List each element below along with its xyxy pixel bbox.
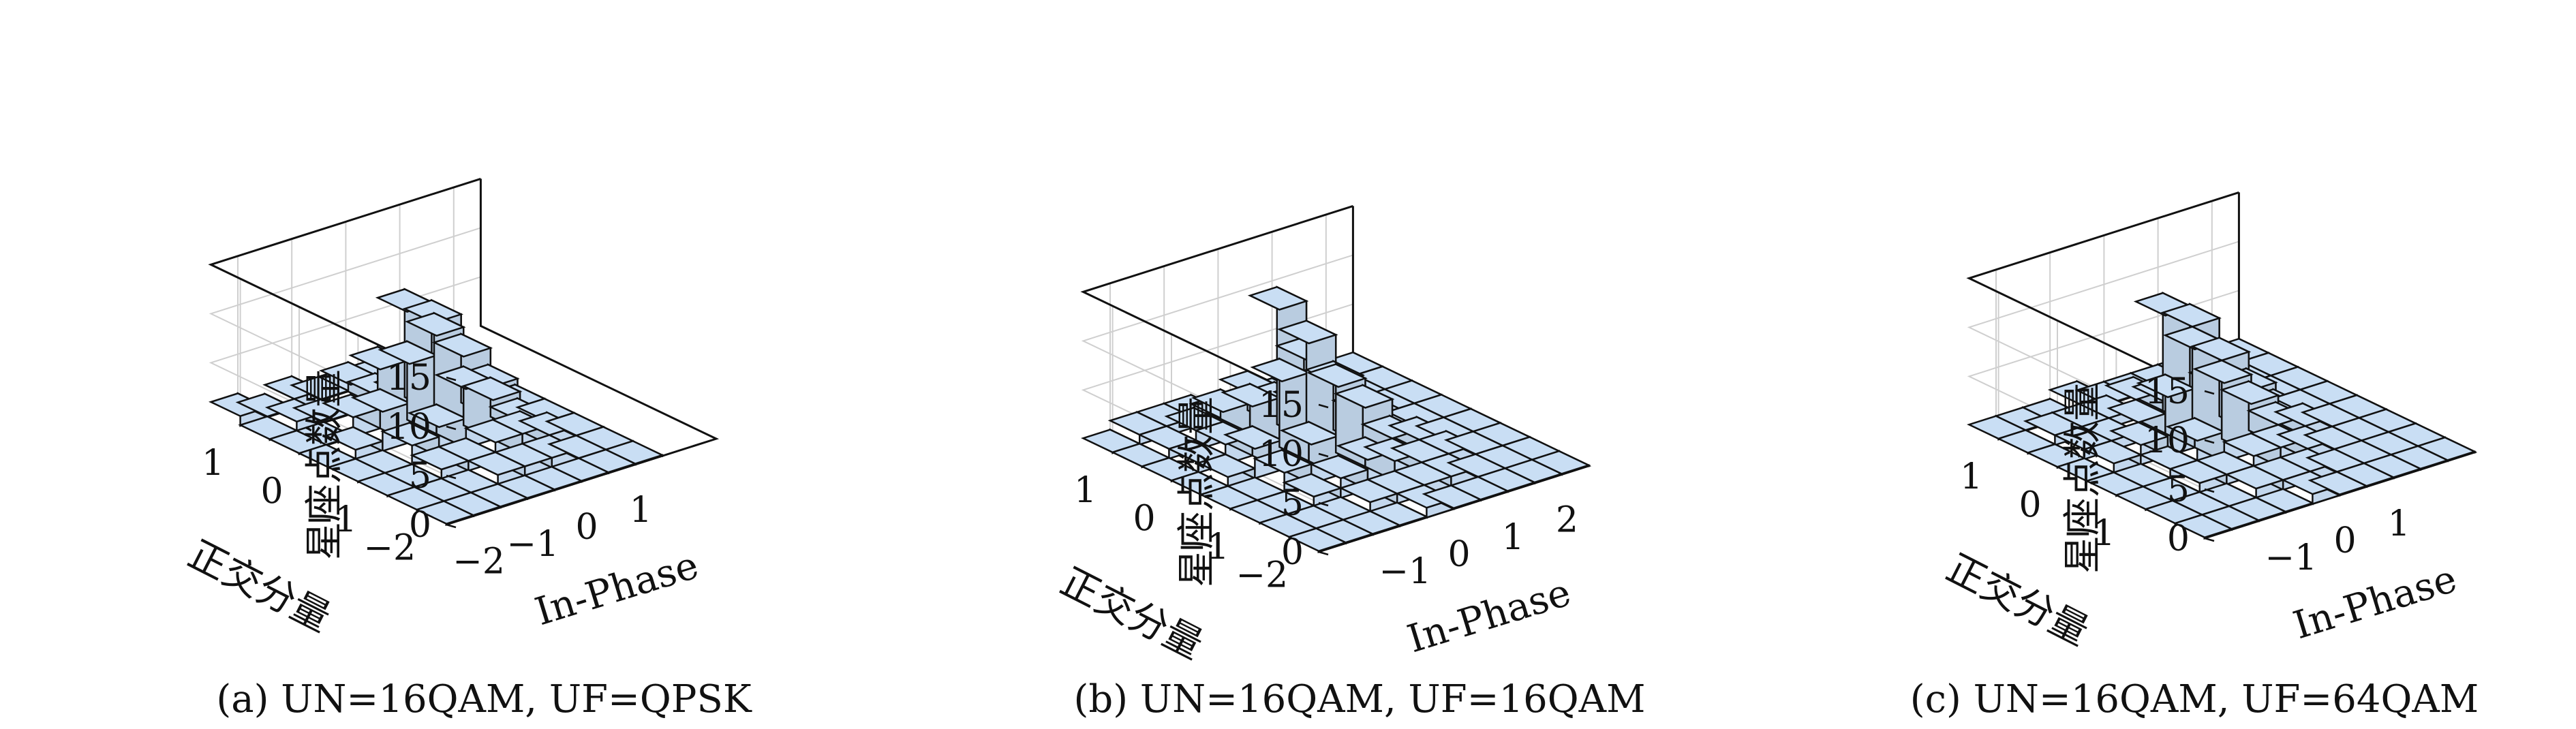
y-tick-label: 0 [2019,485,2041,526]
z-tick-mark [446,523,457,529]
z-tick-label: 10 [2145,420,2190,461]
x-tick-label: 0 [1447,534,1470,575]
bar-3-1 [1196,452,1257,488]
bar-7-9 [2415,436,2477,463]
bar-2-3 [2106,398,2168,444]
z-tick-mark [2204,488,2215,493]
z-tick-label: 5 [409,456,431,497]
y-tick-label: 1 [202,443,224,484]
y-tick-label: −2 [1236,555,1288,595]
x-tick-label: −1 [1379,551,1431,592]
z-tick-mark [1318,501,1329,507]
x-tick-label: −1 [506,524,559,565]
y-tick-label: −2 [363,527,416,568]
z-tick-mark [2204,537,2215,542]
y-tick-label: 0 [260,471,283,512]
z-tick-mark [1318,550,1329,556]
bar-3-3 [1250,357,1311,471]
x-tick-label: 1 [1502,517,1524,558]
z-tick-mark [2204,439,2215,444]
z-tick-label: 0 [2167,518,2190,559]
x-tick-label: −2 [453,541,505,582]
z-tick-mark [1318,452,1329,458]
bar-6-3 [2224,464,2286,500]
bar-3-1 [2082,439,2143,475]
z-axis-label: 星座点数量 [1175,397,1219,587]
bar-7-3 [1368,501,1429,527]
bars [1967,292,2477,540]
z-tick-mark [1318,403,1329,409]
x-tick-label: 0 [2333,521,2356,561]
z-tick-label: 15 [2145,371,2190,412]
z-tick-label: 0 [1281,532,1304,573]
x-tick-label: 1 [2388,503,2410,544]
y-tick-label: 0 [1133,499,1155,540]
z-tick-label: 15 [386,358,431,399]
z-tick-label: 15 [1259,385,1304,426]
x-tick-label: 2 [1556,500,1578,541]
bar-1-3 [1191,388,1253,443]
y-tick-label: 1 [1074,470,1097,511]
y-tick-label: −1 [2063,513,2115,554]
panel-caption: (b) UN=16QAM, UF=16QAM [1074,677,1646,722]
z-tick-label: 0 [409,505,431,546]
x-tick-label: 0 [575,507,598,548]
x-tick-label: 1 [630,490,652,531]
z-axis-label: 星座点数量 [303,369,347,560]
z-tick-mark [446,474,457,480]
z-tick-mark [446,425,457,431]
panel-caption: (c) UN=16QAM, UF=64QAM [1910,677,2479,722]
z-tick-label: 5 [2167,469,2190,510]
y-tick-label: −1 [1177,527,1229,568]
bar-7-7 [603,439,665,466]
z-axis-label: 星座点数量 [2061,383,2105,574]
z-tick-mark [2204,390,2215,395]
y-tick-label: −1 [305,499,357,540]
bars [209,288,665,526]
z-tick-label: 10 [386,407,431,448]
z-tick-mark [446,376,457,382]
z-tick-label: 5 [1281,483,1304,524]
z-tick-label: 10 [1259,434,1304,475]
bars [1081,285,1591,553]
panel-caption: (a) UN=16QAM, UF=QPSK [216,677,752,722]
x-tick-label: −1 [2265,538,2317,578]
bar-7-3 [2254,487,2315,514]
y-tick-label: 1 [1960,456,1982,497]
bar-7-9 [1529,450,1591,476]
